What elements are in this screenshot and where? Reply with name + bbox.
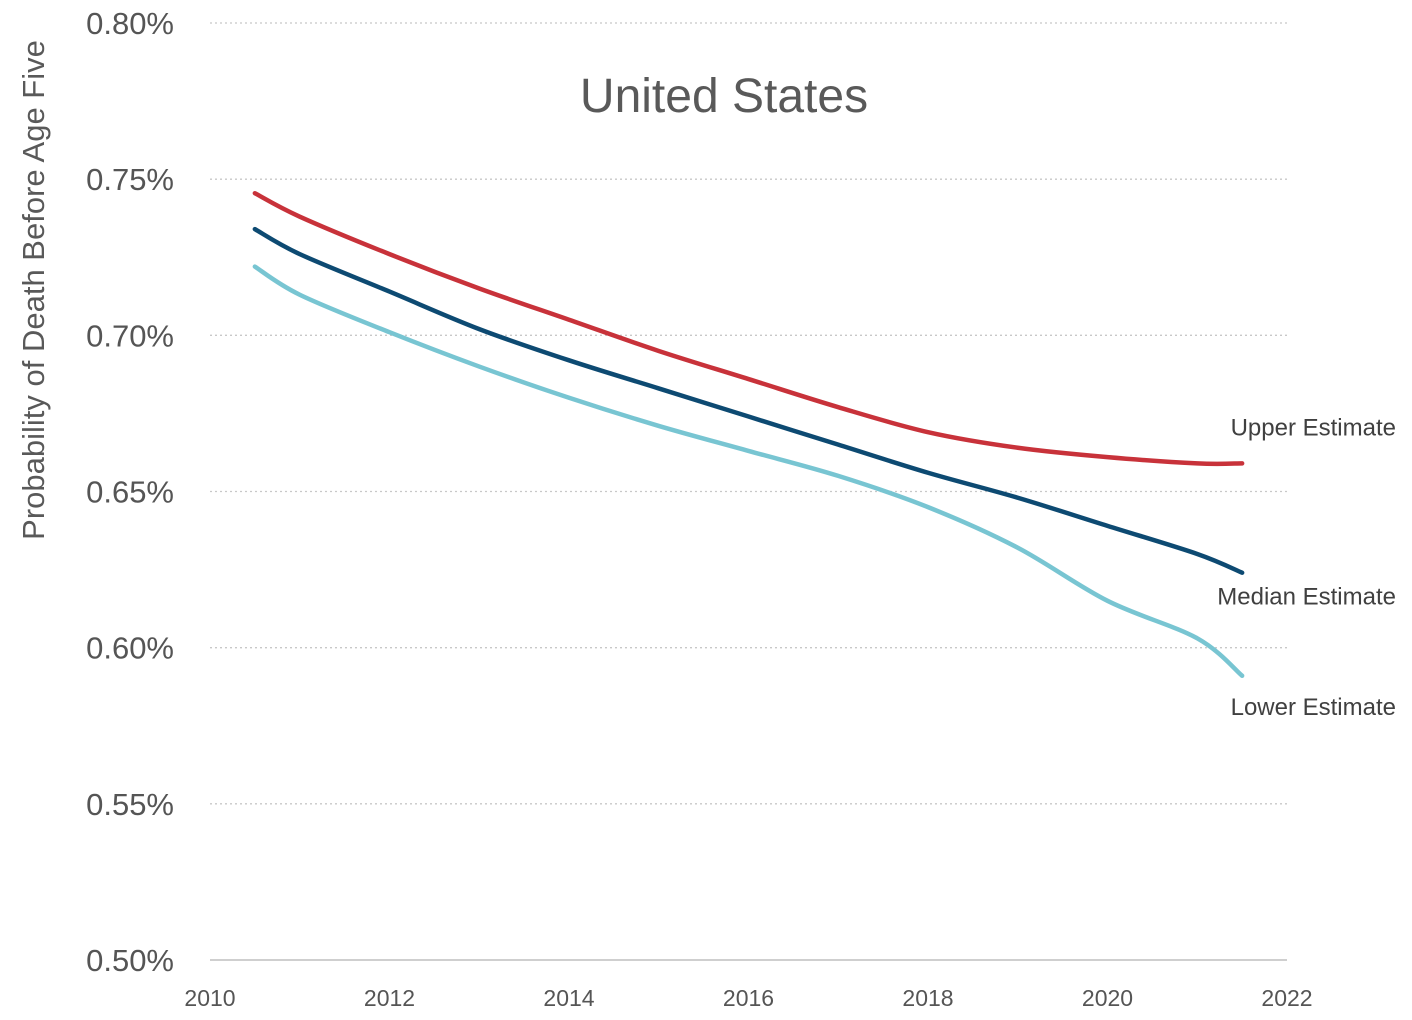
y-tick-label: 0.70% bbox=[86, 318, 174, 353]
series-line-lower-estimate bbox=[252, 264, 1245, 679]
x-tick-label: 2014 bbox=[543, 985, 594, 1011]
series-line-median-estimate bbox=[252, 226, 1245, 575]
x-tick-label: 2018 bbox=[902, 985, 953, 1011]
series-labels: Upper Estimate Median Estimate Lower Estim… bbox=[1217, 414, 1396, 720]
series-label-median-estimate: Median Estimate bbox=[1217, 584, 1396, 611]
y-tick-label: 0.65% bbox=[86, 475, 174, 510]
x-tick-label: 2016 bbox=[723, 985, 774, 1011]
series-lines bbox=[252, 190, 1245, 679]
y-tick-label: 0.55% bbox=[86, 787, 174, 822]
chart-title: United States bbox=[580, 70, 868, 123]
y-tick-label: 0.75% bbox=[86, 162, 174, 197]
gridlines bbox=[210, 22, 1287, 805]
axes: 0.50% 0.55% 0.60% 0.65% 0.70% 0.75% 0.80% 2010 2… bbox=[86, 6, 1312, 1011]
y-tick-label: 0.60% bbox=[86, 631, 174, 666]
y-tick-label: 0.50% bbox=[86, 943, 174, 978]
x-tick-label: 2020 bbox=[1082, 985, 1133, 1011]
series-label-upper-estimate: Upper Estimate bbox=[1231, 414, 1396, 441]
y-axis-label: Probability of Death Before Age Five bbox=[16, 40, 51, 540]
y-tick-label: 0.80% bbox=[86, 6, 174, 41]
x-tick-label: 2022 bbox=[1261, 985, 1312, 1011]
x-tick-label: 2010 bbox=[184, 985, 235, 1011]
series-line-upper-estimate bbox=[252, 190, 1245, 467]
series-label-lower-estimate: Lower Estimate bbox=[1231, 694, 1396, 721]
x-tick-label: 2012 bbox=[364, 985, 415, 1011]
